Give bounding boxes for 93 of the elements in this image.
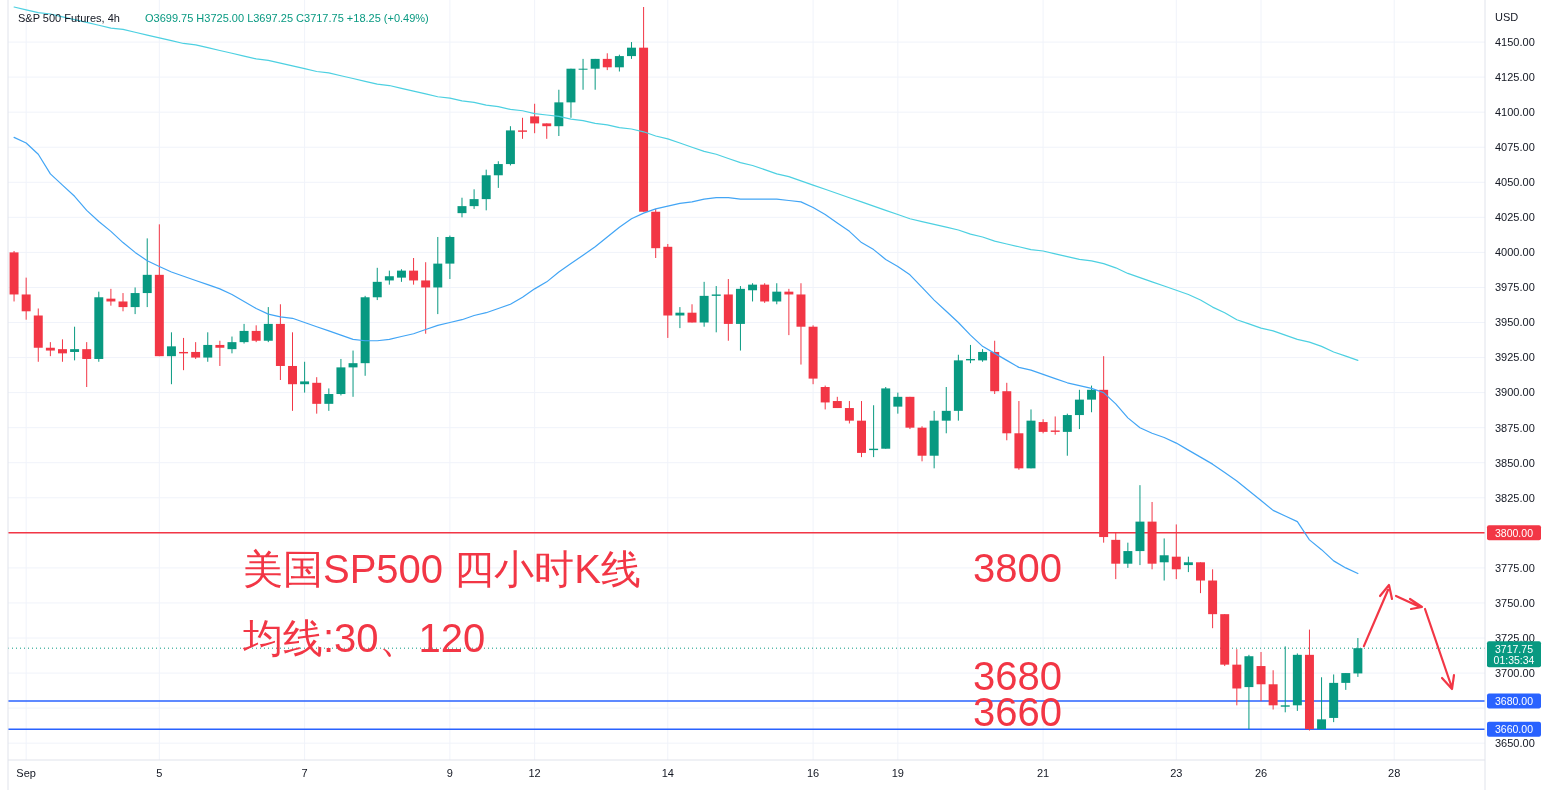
candlestick <box>518 117 528 140</box>
y-tick-label: 3750.00 <box>1495 596 1535 609</box>
y-tick-label: 4125.00 <box>1495 70 1535 83</box>
y-tick-label: 4100.00 <box>1495 106 1535 119</box>
candlestick <box>215 340 225 367</box>
candlestick <box>893 392 903 415</box>
y-tick-label: 3775.00 <box>1495 561 1535 574</box>
ref-line-label: 3717.75 <box>1495 642 1534 655</box>
candlestick <box>493 160 503 189</box>
candlestick <box>1268 669 1278 711</box>
candlestick <box>1317 676 1327 730</box>
candlestick <box>687 303 697 324</box>
y-tick-label: 3850.00 <box>1495 456 1535 469</box>
x-tick-label: 21 <box>1036 767 1050 779</box>
candlestick <box>1087 385 1097 413</box>
candlestick <box>844 400 854 424</box>
candlestick <box>118 292 128 312</box>
candlestick <box>166 331 176 385</box>
candlestick <box>1074 389 1084 430</box>
x-tick-label: 7 <box>301 767 308 779</box>
candlestick <box>372 267 382 301</box>
candlestick <box>481 169 491 211</box>
candlestick <box>760 282 770 304</box>
x-tick-label: 9 <box>446 767 453 779</box>
annotation: 均线:30、120 <box>242 616 486 660</box>
candlestick <box>300 361 310 394</box>
ref-line-label: 3660.00 <box>1495 722 1534 735</box>
x-tick-label: 26 <box>1254 767 1268 779</box>
candlestick <box>21 277 31 321</box>
candlestick <box>578 58 588 91</box>
candlestick <box>142 237 152 308</box>
x-tick-label: Sep <box>16 767 36 779</box>
y-tick-label: 3925.00 <box>1495 351 1535 364</box>
candlestick <box>1256 651 1266 702</box>
candlestick <box>58 338 67 363</box>
y-tick-label: 4075.00 <box>1495 141 1535 154</box>
y-axis-title: USD <box>1495 11 1519 23</box>
y-tick-label: 3700.00 <box>1495 666 1535 679</box>
x-tick-label: 16 <box>806 767 820 779</box>
candlestick <box>203 331 213 363</box>
line-series <box>13 6 1359 361</box>
y-tick-label: 3875.00 <box>1495 421 1535 434</box>
x-tick-label: 28 <box>1388 767 1401 779</box>
candlestick <box>1062 413 1072 457</box>
y-tick-label: 3725.00 <box>1495 631 1535 644</box>
candlestick <box>554 89 564 137</box>
candlestick <box>421 261 431 335</box>
x-tick-label: 5 <box>156 767 163 779</box>
candlestick <box>239 323 249 345</box>
text: S&P 500 Futures, 4h <box>18 12 120 24</box>
annotation: 3800 <box>973 546 1062 590</box>
y-tick-label: 3650.00 <box>1495 737 1535 750</box>
candlestick <box>590 58 600 91</box>
candlestick <box>288 331 297 412</box>
x-tick-label: 19 <box>891 767 904 779</box>
y-tick-label: 4150.00 <box>1495 35 1535 48</box>
y-tick-label: 4050.00 <box>1495 176 1535 189</box>
candlestick <box>324 387 334 412</box>
text: 01:35:34 <box>1493 654 1535 667</box>
candlestick <box>348 350 358 398</box>
y-tick-label: 4025.00 <box>1495 211 1535 224</box>
candlestick <box>941 386 951 434</box>
candlestick <box>530 103 540 134</box>
y-tick-label: 3900.00 <box>1495 386 1535 399</box>
x-tick-label: 12 <box>528 767 541 779</box>
candlestick <box>409 257 419 286</box>
candlestick <box>263 306 273 343</box>
x-tick-label: 23 <box>1170 767 1183 779</box>
candlestick <box>748 282 758 302</box>
candlestick <box>820 385 830 410</box>
candlestick <box>772 282 782 305</box>
candlestick <box>82 341 92 388</box>
annotation: O3699.75 H3725.00 L3697.25 C3717.75 +18.25 (+0.49%) <box>145 12 429 24</box>
ref-line-label: 3680.00 <box>1495 694 1534 707</box>
candlestick <box>711 285 721 333</box>
y-tick-label: 4000.00 <box>1495 246 1535 259</box>
candlestick <box>1232 648 1242 706</box>
y-tick-label: 3825.00 <box>1495 491 1535 504</box>
annotation: 美国SP500 四小时K线 <box>243 547 641 591</box>
candlestick <box>130 286 140 315</box>
candlestick <box>433 236 443 315</box>
candlestick <box>312 376 322 415</box>
x-tick-label: 14 <box>661 767 674 779</box>
ref-line-label: 3800.00 <box>1495 526 1534 539</box>
candlestick <box>70 326 80 361</box>
candlestick <box>1159 537 1169 582</box>
candlestick <box>1196 561 1205 594</box>
y-tick-label: 3950.00 <box>1495 316 1535 329</box>
y-tick-label: 3975.00 <box>1495 281 1535 294</box>
candlestick <box>227 336 237 354</box>
candlestick <box>469 188 479 210</box>
candlestick <box>1050 415 1060 436</box>
candlestick <box>1123 542 1133 569</box>
